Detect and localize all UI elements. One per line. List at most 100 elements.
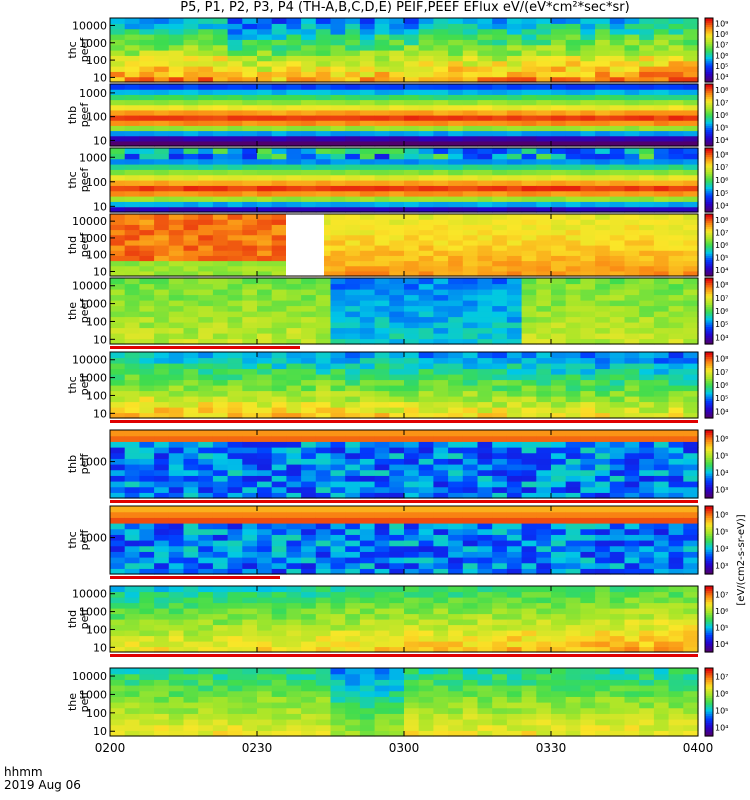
heatmap-cell <box>580 316 596 323</box>
heatmap-cell <box>668 322 684 329</box>
heatmap-cell <box>168 702 185 709</box>
heatmap-cell <box>506 635 523 642</box>
heatmap-cell <box>139 60 155 67</box>
heatmap-cell <box>330 311 346 318</box>
heatmap-cell <box>595 374 611 381</box>
heatmap-cell <box>536 322 552 329</box>
heatmap-cell <box>154 401 170 408</box>
heatmap-cell <box>286 528 302 535</box>
heatmap-cell <box>301 66 317 72</box>
heatmap-cell <box>330 190 346 197</box>
heatmap-cell <box>212 270 229 277</box>
heatmap-cell <box>433 219 449 225</box>
heatmap-cell <box>580 562 596 569</box>
heatmap-cell <box>506 28 523 35</box>
heatmap-cell <box>668 551 684 558</box>
heatmap-cell <box>404 180 420 186</box>
heatmap-cell <box>580 190 596 197</box>
heatmap-cell <box>227 148 243 154</box>
heatmap-cell <box>374 668 390 675</box>
colorbar-cell <box>705 197 713 200</box>
heatmap-cell <box>609 201 626 208</box>
heatmap-cell <box>286 99 302 106</box>
heatmap-cell <box>433 511 449 518</box>
heatmap-cell <box>492 109 508 116</box>
heatmap-cell <box>448 412 464 419</box>
heatmap-cell <box>257 412 273 419</box>
heatmap-cell <box>139 55 155 62</box>
colorbar-cell <box>705 599 713 602</box>
colorbar-cell <box>705 110 713 114</box>
heatmap-cell <box>168 214 185 220</box>
heatmap-cell <box>359 174 376 181</box>
heatmap-cell <box>301 352 317 359</box>
heatmap-cell <box>286 630 302 637</box>
heatmap-cell <box>404 551 420 558</box>
heatmap-cell <box>506 357 523 364</box>
heatmap-cell <box>198 18 214 24</box>
heatmap-cell <box>609 50 626 56</box>
colorbar-cell <box>705 18 713 21</box>
heatmap-cell <box>404 685 420 692</box>
heatmap-cell <box>257 255 273 262</box>
heatmap-cell <box>257 452 273 459</box>
heatmap-cell <box>433 586 449 593</box>
heatmap-cell <box>389 99 405 106</box>
heatmap-cell <box>301 602 317 609</box>
heatmap-cell <box>551 586 567 593</box>
heatmap-cell <box>536 34 552 40</box>
heatmap-cell <box>639 557 655 564</box>
heatmap-cell <box>154 214 170 220</box>
heatmap-cell <box>492 396 508 403</box>
colorbar-cell <box>705 167 713 170</box>
heatmap-cell <box>492 94 508 101</box>
heatmap-cell <box>110 94 126 101</box>
heatmap-cell <box>506 430 523 437</box>
heatmap-cell <box>653 55 670 62</box>
heatmap-cell <box>653 305 670 312</box>
heatmap-cell <box>315 730 332 737</box>
heatmap-cell <box>492 562 508 569</box>
heatmap-cell <box>624 158 640 165</box>
heatmap-cell <box>668 646 684 653</box>
heatmap-cell <box>639 18 655 24</box>
heatmap-cell <box>257 76 273 83</box>
heatmap-cell <box>389 196 405 202</box>
heatmap-cell <box>536 28 552 35</box>
heatmap-cell <box>227 76 243 83</box>
heatmap-cell <box>492 18 508 24</box>
heatmap-cell <box>301 23 317 30</box>
heatmap-cell <box>242 690 258 697</box>
heatmap-cell <box>139 469 155 476</box>
heatmap-cell <box>653 379 670 386</box>
heatmap-cell <box>359 646 376 653</box>
heatmap-cell <box>389 283 405 290</box>
heatmap-cell <box>477 60 493 67</box>
heatmap-cell <box>168 250 185 256</box>
heatmap-cell <box>168 206 185 213</box>
heatmap-cell <box>624 174 640 181</box>
heatmap-cell <box>271 724 287 731</box>
heatmap-cell <box>154 333 170 340</box>
heatmap-cell <box>110 66 126 72</box>
heatmap-cell <box>374 278 390 285</box>
heatmap-cell <box>595 140 611 147</box>
heatmap-cell <box>506 363 523 370</box>
heatmap-cell <box>404 390 420 397</box>
heatmap-cell <box>359 18 376 24</box>
heatmap-cell <box>551 18 567 24</box>
heatmap-cell <box>168 135 185 142</box>
heatmap-cell <box>580 66 596 72</box>
heatmap-cell <box>154 66 170 72</box>
heatmap-cell <box>462 316 479 323</box>
heatmap-cell <box>110 363 126 370</box>
heatmap-cell <box>580 458 596 465</box>
heatmap-cell <box>580 120 596 126</box>
heatmap-cell <box>477 115 493 121</box>
heatmap-cell <box>536 294 552 301</box>
heatmap-cell <box>242 158 258 165</box>
colorbar-frame <box>704 277 714 345</box>
heatmap-cell <box>242 104 258 111</box>
heatmap-cell <box>521 115 537 121</box>
heatmap-cell <box>212 441 229 448</box>
